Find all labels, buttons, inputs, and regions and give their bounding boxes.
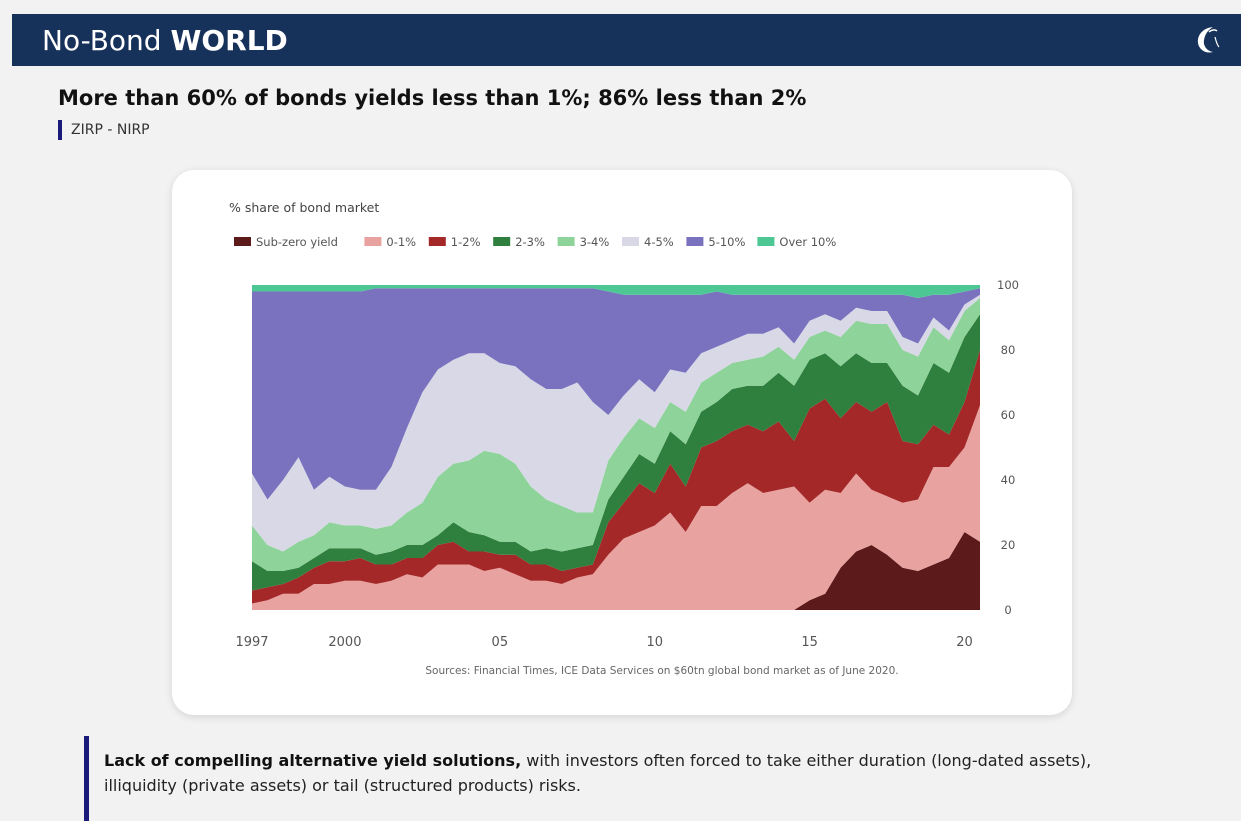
legend-label: 5-10% [708, 235, 745, 249]
x-tick-label: 1997 [235, 635, 268, 650]
legend-label: 3-4% [580, 235, 610, 249]
header-title-light: No-Bond [42, 23, 171, 57]
bottom-note-text: with investors often forced to take eith… [104, 751, 1092, 795]
x-tick-label: 15 [801, 635, 818, 650]
legend-swatch [428, 237, 446, 246]
x-axis: 1997 2000 05 10 15 20 [235, 635, 972, 650]
y-tick-label: 40 [1001, 473, 1016, 487]
legend-label: 0-1% [386, 235, 416, 249]
area-5-10- [252, 288, 980, 500]
area-4-5- [252, 294, 980, 552]
x-tick-label: 10 [646, 635, 663, 650]
legend-swatch [234, 237, 251, 246]
x-tick-label: 20 [956, 635, 973, 650]
legend-label: 4-5% [644, 235, 674, 249]
chart-source: Sources: Financial Times, ICE Data Servi… [425, 665, 898, 677]
legend-swatch [622, 237, 639, 246]
y-tick-label: 60 [1001, 408, 1016, 422]
legend-swatch [686, 237, 704, 246]
stacked-area-chart: % share of bond market Sub-zero yield 0-1… [229, 200, 1019, 677]
area-2-3- [252, 314, 980, 591]
legend-swatch [364, 237, 382, 246]
area-0-1- [252, 405, 980, 610]
header-title: No-Bond WORLD [42, 24, 288, 57]
area-sub-zero-yield [252, 532, 980, 610]
legend-swatch [493, 237, 511, 246]
x-tick-label: 05 [492, 635, 509, 650]
area-over-10- [252, 285, 980, 298]
crescent-moon-icon [1197, 27, 1220, 53]
legend-label: 1-2% [451, 235, 481, 249]
bottom-accent-bar [84, 736, 89, 821]
y-axis: 0 20 40 60 80 100 [997, 278, 1019, 617]
chart-legend: Sub-zero yield 0-1% 1-2% 2-3% 3-4% 4-5% 5-10% O… [234, 235, 836, 249]
area-3-4- [252, 298, 980, 571]
y-tick-label: 100 [997, 278, 1019, 292]
slide-title: More than 60% of bonds yields less than … [58, 86, 807, 110]
chart-title: % share of bond market [229, 200, 379, 215]
legend-swatch [757, 237, 775, 246]
bottom-note-bold: Lack of compelling alternative yield sol… [104, 751, 522, 770]
y-tick-label: 20 [1001, 538, 1016, 552]
slide-header: No-Bond WORLD [12, 14, 1241, 66]
legend-label: Over 10% [779, 235, 836, 249]
legend-label: 2-3% [515, 235, 545, 249]
legend-label: Sub-zero yield [256, 235, 338, 249]
slide-subtitle: ZIRP - NIRP [58, 120, 150, 140]
bottom-note: Lack of compelling alternative yield sol… [104, 748, 1164, 798]
chart-areas [252, 285, 980, 610]
area-1-2- [252, 350, 980, 604]
y-tick-label: 0 [1004, 603, 1011, 617]
chart-card: % share of bond market Sub-zero yield 0-1… [172, 170, 1072, 715]
header-title-bold: WORLD [170, 23, 288, 57]
y-tick-label: 80 [1001, 343, 1016, 357]
legend-swatch [557, 237, 575, 246]
x-tick-label: 2000 [328, 635, 361, 650]
